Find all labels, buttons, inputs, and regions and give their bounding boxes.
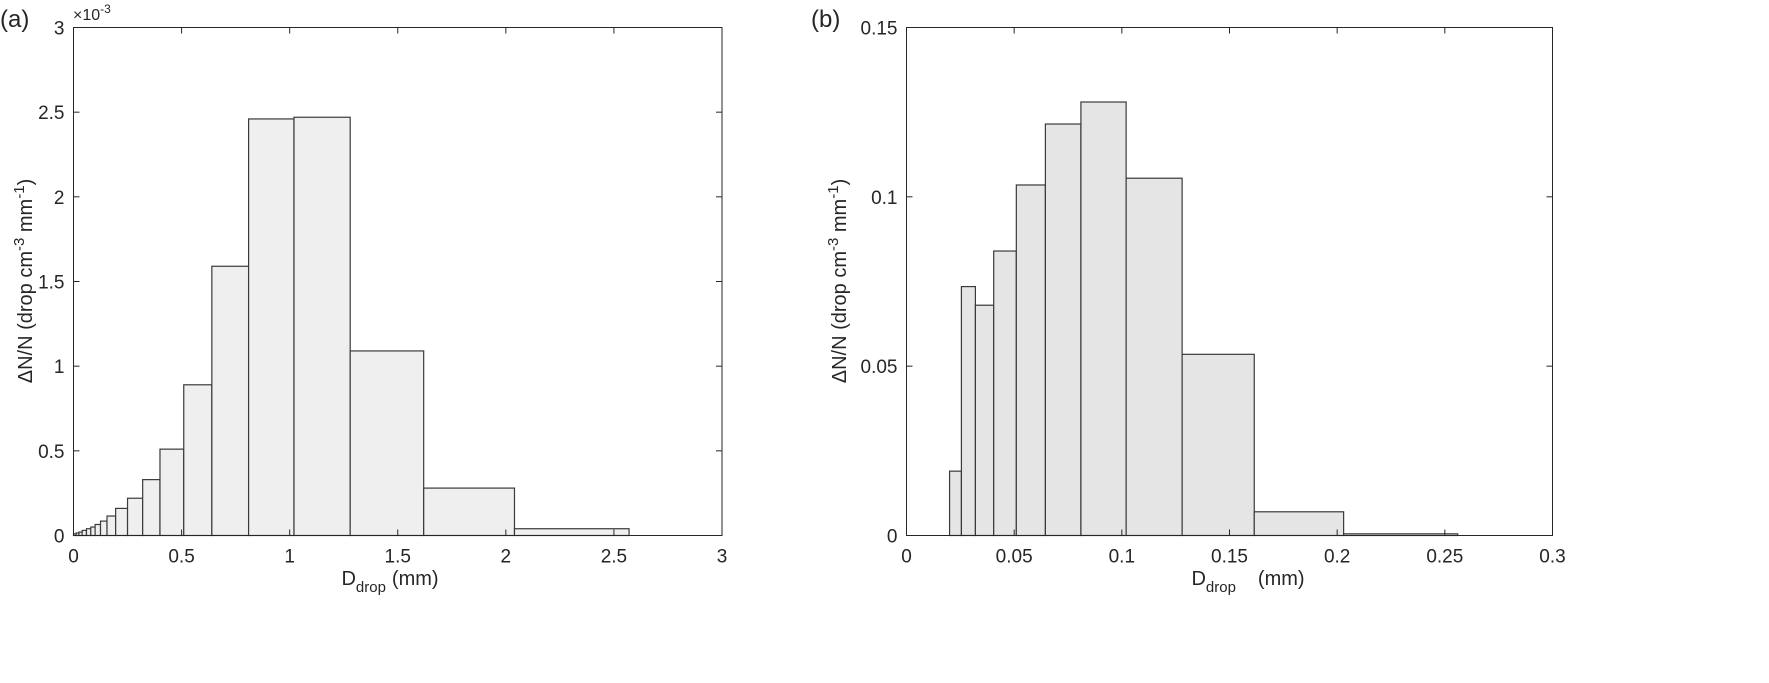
panel-b-ylabel-exp2: -1	[825, 185, 842, 198]
panel-a-x-ticks: 0 0.5 1 1.5 2 2.5 3	[68, 27, 728, 568]
panel-a-bar-19	[513, 528, 630, 537]
panel-b-bar-8	[1181, 353, 1255, 537]
panel-a-bar-3	[81, 529, 88, 537]
panel-a-bar-14	[211, 265, 250, 537]
panel-a-bars	[72, 116, 630, 537]
panel-a-bar-10	[126, 497, 144, 537]
panel-b-bar-2	[974, 304, 995, 537]
panel-a: (a) 0 0.5 1 1.5 2 2.5 3 00.511.522.53 ×10-3 Dd…	[0, 2, 727, 596]
panel-b-bar-5	[1044, 123, 1082, 537]
panel-b-ylabel-close: )	[829, 179, 851, 186]
panel-a-bar-6	[94, 523, 102, 537]
panel-b-bar-1	[960, 285, 977, 537]
panel-a-y-tick-label-0: 0	[54, 527, 65, 548]
panel-a-bar-8	[106, 515, 117, 537]
panel-b-x-ticks: 0 0.05 0.1 0.15 0.2 0.25 0.3	[901, 27, 1566, 568]
panel-a-xlabel-unit: (mm)	[392, 568, 439, 590]
panel-a-y-tick-label-2: 1	[54, 357, 65, 378]
panel-b-xlabel-main: D	[1191, 568, 1205, 590]
panel-b-x-axis-label: Ddrop (mm)	[1191, 568, 1304, 596]
panel-a-bar-11	[142, 479, 161, 537]
panel-a-ylabel-exp1: -3	[11, 238, 28, 251]
panel-a-y-multiplier-exp: -3	[100, 2, 111, 16]
panel-b-bar-3	[993, 250, 1017, 537]
panel-b-x-tick-label-3: 0.15	[1211, 547, 1248, 568]
panel-b-letter: (b)	[811, 6, 840, 33]
panel-a-x-tick-label-1: 0.5	[168, 547, 194, 568]
panel-a-ylabel-main: ΔN/N (drop cm	[15, 251, 37, 383]
panel-a-bar-16	[293, 116, 351, 537]
panel-b-x-tick-label-6: 0.3	[1539, 547, 1565, 568]
panel-b-x-tick-label-1: 0.05	[996, 547, 1033, 568]
panel-a-ylabel-mid: mm	[15, 199, 37, 238]
panel-b-bar-7	[1125, 177, 1183, 537]
panel-a-ylabel-close: )	[15, 179, 37, 186]
panel-b-x-tick-label-0: 0	[901, 547, 912, 568]
panel-a-ylabel-exp2: -1	[11, 185, 28, 198]
panel-b-bar-6	[1080, 101, 1127, 537]
panel-a-bar-9	[115, 507, 129, 537]
panel-a-y-multiplier-base: ×10	[73, 7, 100, 24]
panel-b-ylabel-exp1: -3	[825, 238, 842, 251]
panel-a-xlabel-main: D	[341, 568, 355, 590]
panel-b-x-tick-label-4: 0.2	[1324, 547, 1350, 568]
panel-b-y-tick-label-3: 0.15	[861, 19, 898, 40]
panel-a-letter: (a)	[0, 6, 29, 33]
panel-b-y-tick-label-0: 0	[887, 527, 898, 548]
panel-a-x-tick-label-6: 3	[717, 547, 728, 568]
panel-b-xlabel-sub: drop	[1206, 579, 1236, 596]
panel-b-ylabel-mid: mm	[829, 199, 851, 238]
panel-b-xlabel-unit: (mm)	[1258, 568, 1305, 590]
panel-a-bar-18	[423, 487, 516, 537]
panel-a-x-tick-label-2: 1	[284, 547, 295, 568]
panel-a-y-ticks: 0 0.5 1 1.5 2 2.5 3	[38, 19, 722, 548]
panel-a-x-axis-label: Ddrop (mm)	[341, 568, 438, 596]
panel-b-y-ticks: 0 0.05 0.1 0.15	[861, 19, 1553, 548]
panel-b-x-tick-label-5: 0.25	[1426, 547, 1463, 568]
panel-a-x-tick-label-0: 0	[68, 547, 79, 568]
panel-a-xlabel-sub: drop	[356, 579, 386, 596]
panel-a-bar-4	[85, 528, 92, 537]
panel-a-y-axis-label: ΔN/N (drop cm-3 mm-1)	[11, 179, 37, 384]
panel-b-x-tick-label-2: 0.1	[1109, 547, 1135, 568]
panel-b-bar-9	[1253, 511, 1345, 537]
panel-a-y-tick-label-4: 2	[54, 188, 65, 209]
panel-a-x-tick-label-3: 1.5	[385, 547, 411, 568]
panel-a-bar-5	[90, 526, 96, 537]
panel-a-y-tick-label-3: 1.5	[38, 273, 64, 294]
panel-b-bars	[948, 101, 1459, 537]
panel-b-y-tick-label-1: 0.05	[861, 357, 898, 378]
panel-a-x-tick-label-4: 2	[501, 547, 512, 568]
panel-b-bar-0	[948, 470, 963, 537]
panel-a-bar-12	[159, 448, 185, 537]
panel-a-y-multiplier: ×10-3	[73, 2, 111, 24]
panel-b-y-tick-label-2: 0.1	[871, 188, 897, 209]
panel-a-y-tick-label-6: 3	[54, 19, 65, 40]
panel-a-y-tick-label-1: 0.5	[38, 442, 64, 463]
panel-a-y-tick-label-5: 2.5	[38, 103, 64, 124]
panel-a-bar-7	[99, 520, 108, 537]
panel-a-bar-15	[247, 118, 295, 537]
panel-b-bar-4	[1015, 184, 1046, 537]
panel-b: (b) 0 0.05 0.1 0.15 0.2 0.25 0.3 00.050.10.15 …	[811, 6, 1566, 596]
panel-a-x-tick-label-5: 2.5	[601, 547, 627, 568]
panel-a-bar-13	[183, 384, 213, 537]
panel-a-bar-17	[349, 350, 425, 537]
panel-b-ylabel-main: ΔN/N (drop cm	[829, 251, 851, 383]
panel-b-y-axis-label: ΔN/N (drop cm-3 mm-1)	[825, 179, 851, 384]
